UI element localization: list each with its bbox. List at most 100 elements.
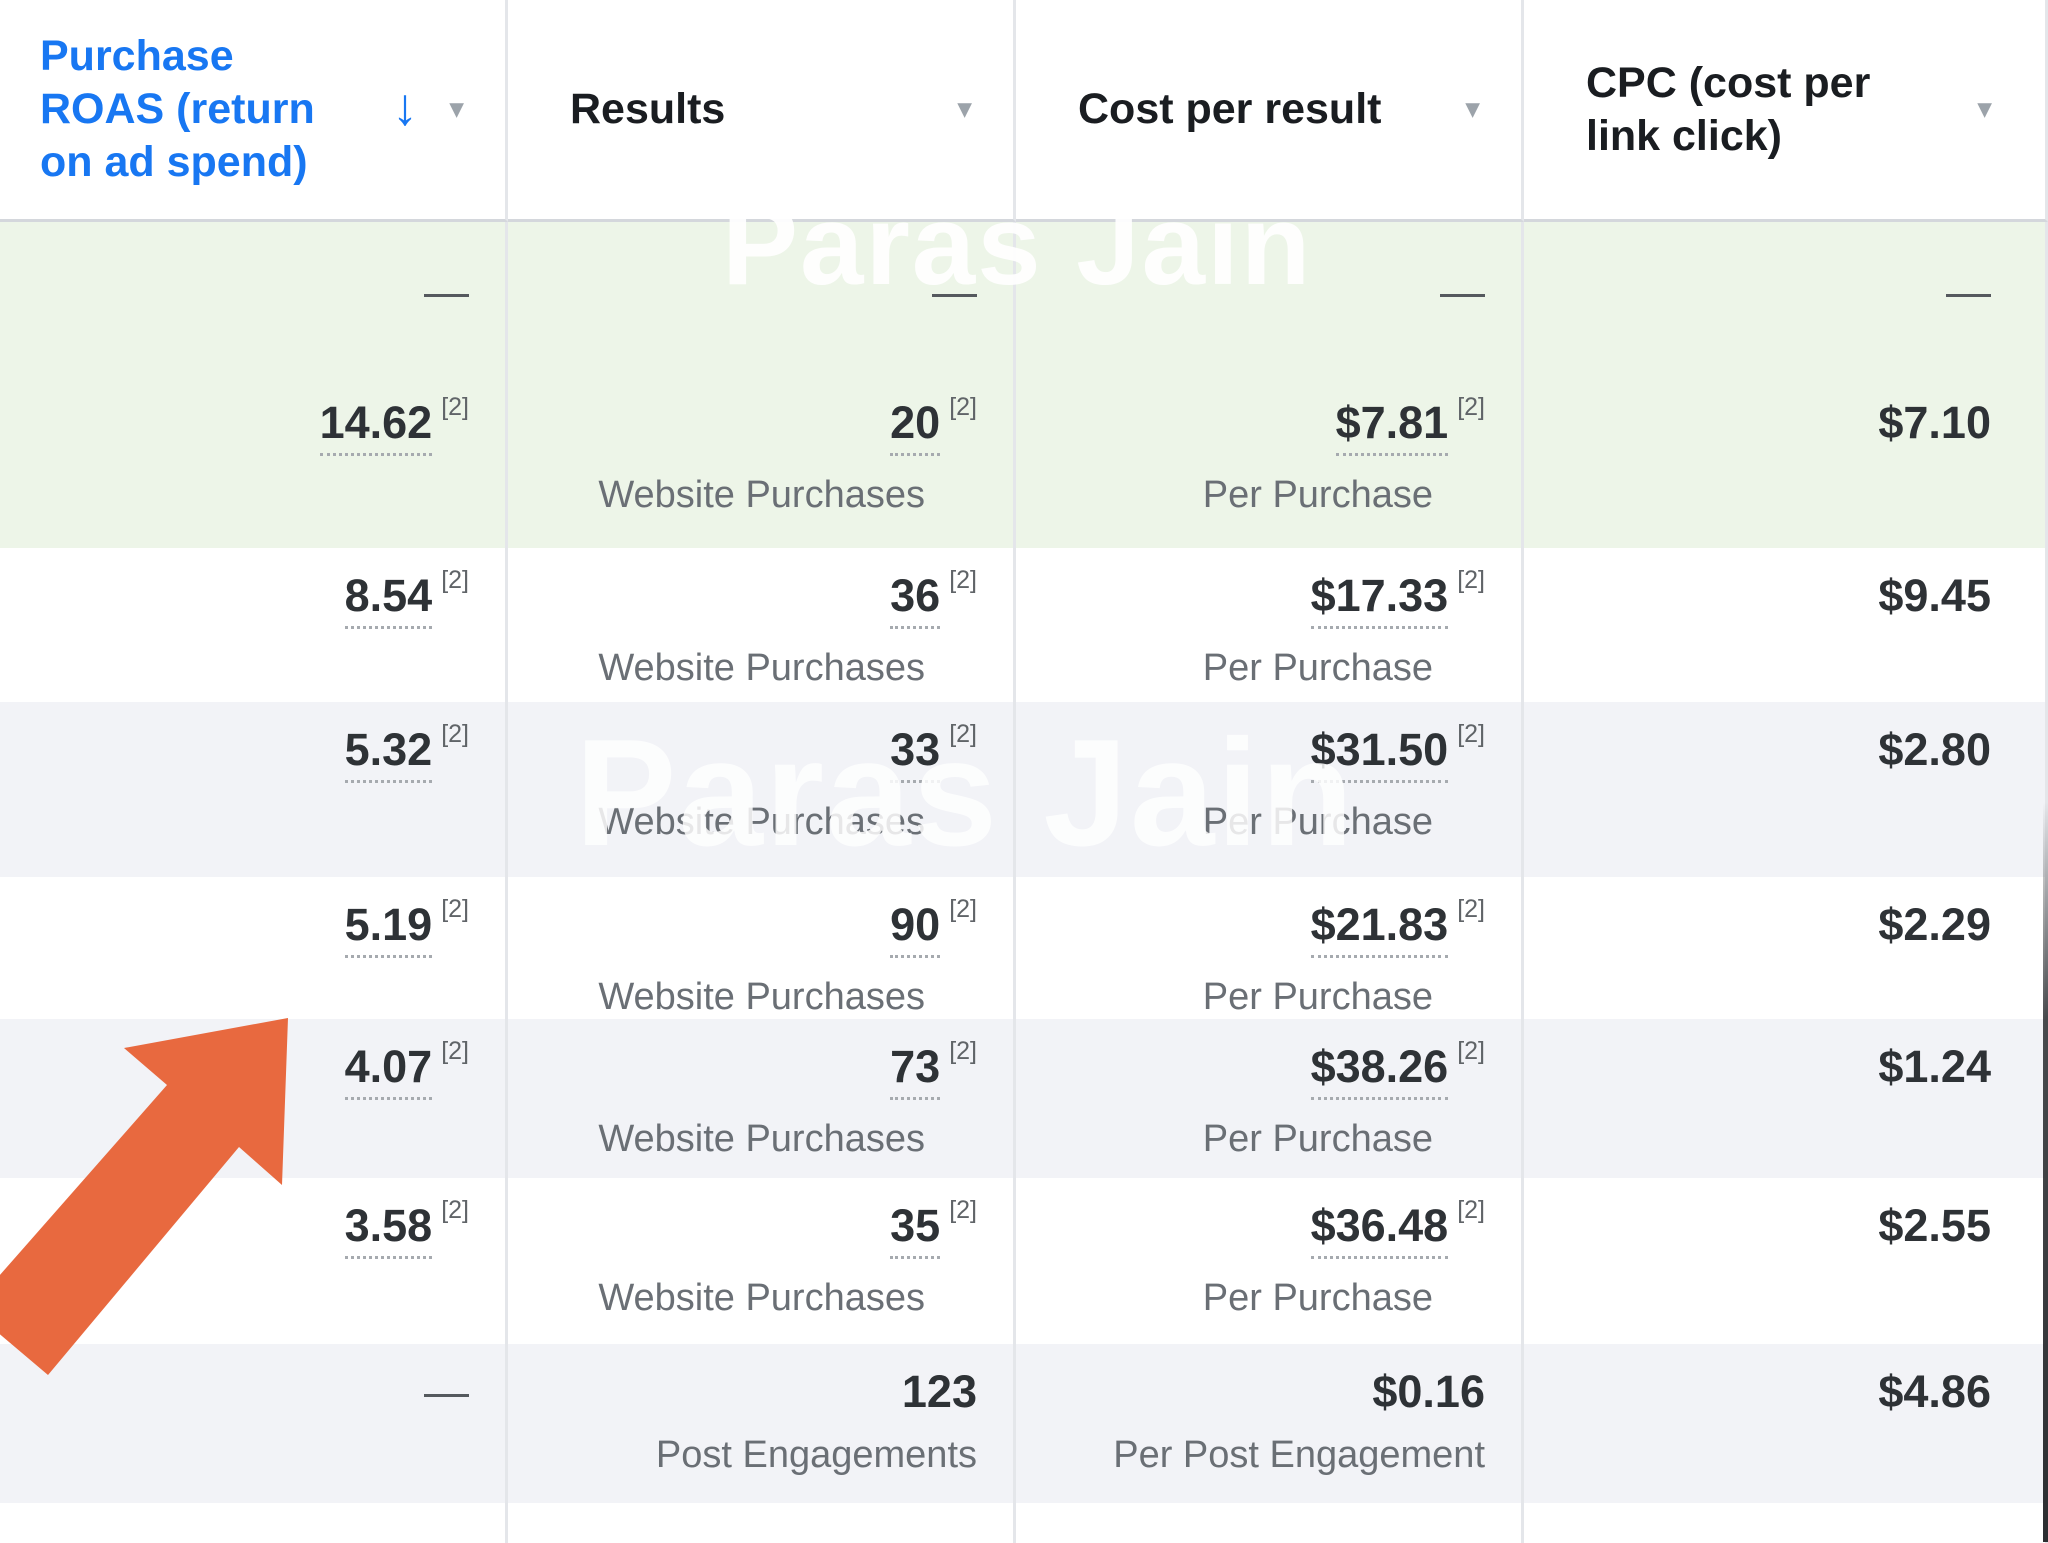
cell-cpc [1524, 1503, 2048, 1543]
result-type-label: Post Engagements [655, 1434, 977, 1476]
cell-roas: — [0, 222, 508, 375]
cell-roas: 14.62 [2] [0, 375, 508, 548]
estimate-footnote: [2] [949, 1037, 977, 1065]
roas-value[interactable]: 5.32 [344, 726, 433, 783]
cell-cost-per-result [1016, 1503, 1524, 1543]
results-value[interactable]: 90 [890, 901, 941, 958]
results-value[interactable]: 36 [890, 572, 941, 629]
chevron-down-icon[interactable]: ▼ [444, 95, 469, 123]
cell-roas: 4.07 [2] [0, 1019, 508, 1178]
cell-cost-per-result: $7.81 [2] Per Purchase [1016, 375, 1524, 548]
roas-value[interactable]: 4.07 [344, 1043, 433, 1100]
results-value[interactable]: 35 [890, 1202, 941, 1259]
cpc-value: $9.45 [1878, 570, 1991, 621]
result-type-label: Website Purchases [598, 801, 925, 843]
chevron-down-icon[interactable]: ▼ [1460, 95, 1485, 123]
cell-results: 35 [2] Website Purchases [508, 1178, 1016, 1344]
empty-value: — [424, 266, 469, 317]
result-type-label: Website Purchases [598, 1118, 925, 1160]
results-header-label: Results [570, 85, 726, 133]
cpc-value: $2.55 [1878, 1200, 1991, 1251]
cost-value[interactable]: $31.50 [1310, 726, 1449, 783]
cell-cost-per-result: $0.16 Per Post Engagement [1016, 1344, 1524, 1503]
table-row[interactable]: 4.07 [2] 73 [2] Website Purchases $38.26 [2… [0, 1019, 2048, 1178]
cell-cpc: $9.45 [1524, 548, 2048, 702]
cost-value[interactable]: $38.26 [1310, 1043, 1449, 1100]
empty-value: — [932, 266, 977, 317]
cell-cpc: $2.29 [1524, 877, 2048, 1019]
cell-roas: 8.54 [2] [0, 548, 508, 702]
cost-value[interactable]: $17.33 [1310, 572, 1449, 629]
estimate-footnote: [2] [1457, 1196, 1485, 1224]
estimate-footnote: [2] [441, 566, 469, 594]
cost-type-label: Per Purchase [1202, 1118, 1433, 1160]
chevron-down-icon[interactable]: ▼ [952, 95, 977, 123]
cost-per-result-header-label: Cost per result [1078, 85, 1382, 133]
estimate-footnote: [2] [949, 720, 977, 748]
roas-value[interactable]: 5.19 [344, 901, 433, 958]
cell-roas [0, 1503, 508, 1543]
table-header-row: Purchase ROAS (return on ad spend) ↓ ▼ R… [0, 0, 2048, 222]
cell-cost-per-result: — [1016, 222, 1524, 375]
result-type-label: Website Purchases [598, 474, 925, 516]
cell-cost-per-result: $17.33 [2] Per Purchase [1016, 548, 1524, 702]
cell-cpc: $4.86 [1524, 1344, 2048, 1503]
column-header-results[interactable]: Results ▼ [508, 0, 1016, 222]
roas-value[interactable]: 3.58 [344, 1202, 433, 1259]
cost-value[interactable]: $7.81 [1335, 399, 1449, 456]
table-row[interactable]: 5.32 [2] 33 [2] Website Purchases $31.50 [2… [0, 702, 2048, 877]
estimate-footnote: [2] [1457, 1037, 1485, 1065]
cell-cost-per-result: $21.83 [2] Per Purchase [1016, 877, 1524, 1019]
cell-cpc: — [1524, 222, 2048, 375]
result-type-label: Website Purchases [598, 647, 925, 689]
cell-results: 90 [2] Website Purchases [508, 877, 1016, 1019]
cpc-value: $4.86 [1878, 1366, 1991, 1417]
cell-results: 36 [2] Website Purchases [508, 548, 1016, 702]
table-row-partial[interactable] [0, 1503, 2048, 1543]
cell-results [508, 1503, 1016, 1543]
roas-value[interactable]: 14.62 [319, 399, 433, 456]
cost-value[interactable]: $21.83 [1310, 901, 1449, 958]
cost-type-label: Per Post Engagement [1113, 1434, 1485, 1476]
cell-cpc: $7.10 [1524, 375, 2048, 548]
cpc-header-label: CPC (cost per link click) [1586, 58, 1871, 160]
column-header-cost-per-result[interactable]: Cost per result ▼ [1016, 0, 1524, 222]
sort-descending-icon[interactable]: ↓ [392, 78, 418, 137]
roas-value[interactable]: 8.54 [344, 572, 433, 629]
estimate-footnote: [2] [1457, 895, 1485, 923]
cell-cpc: $2.55 [1524, 1178, 2048, 1344]
column-header-cpc[interactable]: CPC (cost per link click) ▼ [1524, 0, 2048, 222]
cost-type-label: Per Purchase [1202, 801, 1433, 843]
results-value[interactable]: 33 [890, 726, 941, 783]
cost-type-label: Per Purchase [1202, 647, 1433, 689]
estimate-footnote: [2] [441, 1037, 469, 1065]
cost-value[interactable]: $36.48 [1310, 1202, 1449, 1259]
table-row[interactable]: — — — — [0, 222, 2048, 375]
estimate-footnote: [2] [441, 393, 469, 421]
results-value[interactable]: 73 [890, 1043, 941, 1100]
cell-results: 73 [2] Website Purchases [508, 1019, 1016, 1178]
cost-type-label: Per Purchase [1202, 474, 1433, 516]
empty-value: — [1440, 266, 1485, 317]
estimate-footnote: [2] [441, 895, 469, 923]
estimate-footnote: [2] [1457, 720, 1485, 748]
estimate-footnote: [2] [949, 393, 977, 421]
result-type-label: Website Purchases [598, 1277, 925, 1319]
table-row[interactable]: 14.62 [2] 20 [2] Website Purchases $7.81 [2… [0, 375, 2048, 548]
cell-results: 123 Post Engagements [508, 1344, 1016, 1503]
chevron-down-icon[interactable]: ▼ [1972, 95, 1997, 123]
table-row[interactable]: 8.54 [2] 36 [2] Website Purchases $17.33 [2… [0, 548, 2048, 702]
estimate-footnote: [2] [949, 895, 977, 923]
cell-roas: — [0, 1344, 508, 1503]
cell-roas: 5.19 [2] [0, 877, 508, 1019]
table-row[interactable]: 3.58 [2] 35 [2] Website Purchases $36.48 [2… [0, 1178, 2048, 1344]
column-header-purchase-roas[interactable]: Purchase ROAS (return on ad spend) ↓ ▼ [0, 0, 508, 222]
table-row[interactable]: — 123 Post Engagements $0.16 Per Post En… [0, 1344, 2048, 1503]
results-value[interactable]: 20 [890, 399, 941, 456]
cell-results: 20 [2] Website Purchases [508, 375, 1016, 548]
results-value: 123 [901, 1366, 977, 1417]
estimate-footnote: [2] [949, 1196, 977, 1224]
estimate-footnote: [2] [1457, 566, 1485, 594]
table-row[interactable]: 5.19 [2] 90 [2] Website Purchases $21.83 [2… [0, 877, 2048, 1019]
